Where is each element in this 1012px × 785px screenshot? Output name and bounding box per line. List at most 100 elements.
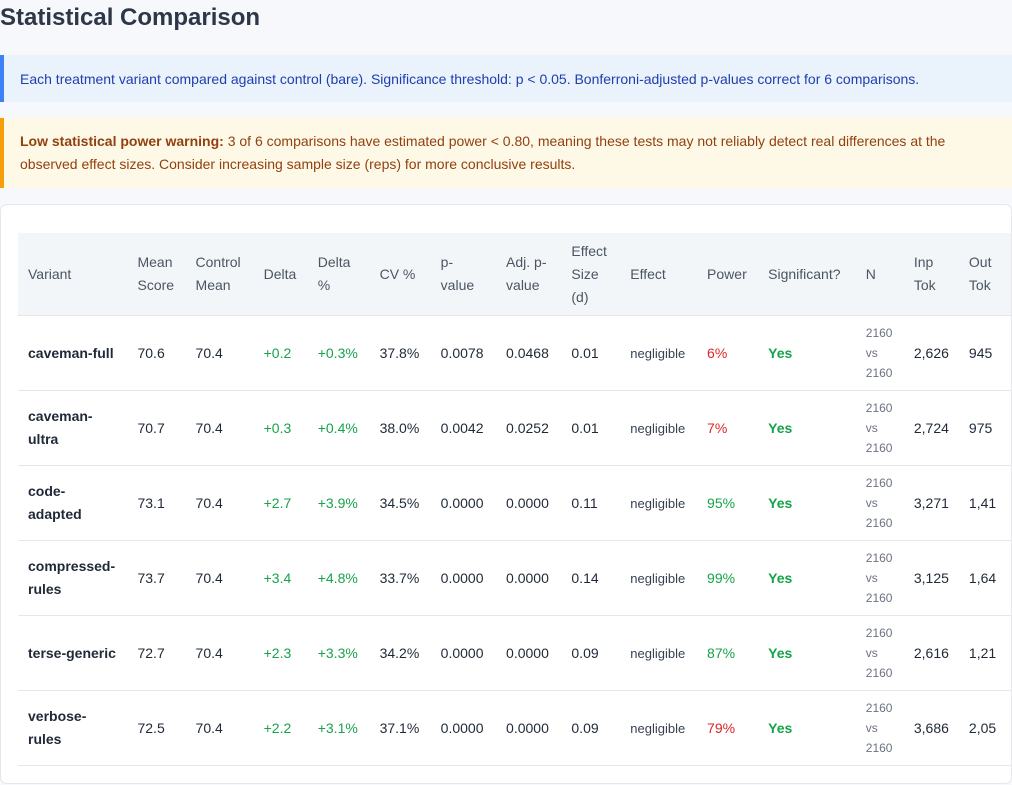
- significant-cell: Yes: [758, 390, 856, 466]
- n-b-text: 2160: [865, 366, 893, 380]
- table-row: compressed-rules 73.7 70.4 +3.4 +4.8% 33.7% 0.…: [18, 540, 1011, 616]
- inp-tok-cell: 3,271: [903, 465, 959, 541]
- effect-size-cell: 0.01: [561, 390, 621, 466]
- n-vs-text: vs: [865, 721, 878, 735]
- delta-pct-cell: +0.3%: [307, 315, 370, 391]
- inp-tok-cell: 3,686: [903, 690, 959, 766]
- p-value-cell: 0.0000: [430, 690, 497, 766]
- effect-size-cell: 0.09: [561, 615, 621, 691]
- cv-cell: 37.1%: [369, 690, 431, 766]
- out-tok-cell: 1,64: [958, 540, 1011, 616]
- delta-cell: +0.2: [253, 315, 308, 391]
- p-value-cell: 0.0078: [430, 315, 497, 391]
- power-cell: 6%: [697, 315, 759, 391]
- effect-cell: negligible: [620, 540, 698, 616]
- table-row: caveman-ultra 70.7 70.4 +0.3 +0.4% 38.0% 0.004…: [18, 390, 1011, 466]
- adj-p-value-cell: 0.0000: [496, 540, 562, 616]
- comparison-card: Variant Mean Score Control Mean Delta De…: [0, 204, 1012, 784]
- header-power[interactable]: Power: [697, 233, 759, 316]
- mean-score-cell: 72.5: [127, 690, 186, 766]
- effect-cell: negligible: [620, 690, 698, 766]
- n-vs-text: vs: [865, 646, 878, 660]
- n-b-text: 2160: [865, 591, 893, 605]
- header-n[interactable]: N: [855, 233, 904, 316]
- delta-pct-cell: +3.9%: [307, 465, 370, 541]
- cv-cell: 34.5%: [369, 465, 431, 541]
- delta-cell: +0.3: [253, 390, 308, 466]
- adj-p-value-cell: 0.0468: [496, 315, 562, 391]
- table-header-row: Variant Mean Score Control Mean Delta De…: [18, 233, 1011, 316]
- n-cell: 2160 vs 2160: [855, 315, 904, 391]
- header-p-value[interactable]: p-value: [430, 233, 497, 316]
- effect-size-cell: 0.11: [561, 465, 621, 541]
- out-tok-cell: 945: [958, 315, 1011, 391]
- effect-cell: negligible: [620, 390, 698, 466]
- control-mean-cell: 70.4: [185, 690, 254, 766]
- inp-tok-cell: 2,616: [903, 615, 959, 691]
- delta-pct-cell: +3.1%: [307, 690, 370, 766]
- header-inp-tok[interactable]: Inp Tok: [903, 233, 959, 316]
- n-cell: 2160 vs 2160: [855, 540, 904, 616]
- significant-cell: Yes: [758, 615, 856, 691]
- variant-cell: code-adapted: [18, 465, 128, 541]
- variant-cell: caveman-full: [18, 315, 128, 391]
- adj-p-value-cell: 0.0000: [496, 690, 562, 766]
- n-b-text: 2160: [865, 441, 893, 455]
- power-cell: 79%: [697, 690, 759, 766]
- n-a-text: 2160: [865, 476, 893, 490]
- header-delta-pct[interactable]: Delta %: [307, 233, 370, 316]
- warning-label: Low statistical power warning:: [20, 133, 224, 149]
- n-cell: 2160 vs 2160: [855, 390, 904, 466]
- mean-score-cell: 70.7: [127, 390, 186, 466]
- page-title: Statistical Comparison: [0, 4, 261, 31]
- variant-cell: caveman-ultra: [18, 390, 128, 466]
- header-significant[interactable]: Significant?: [758, 233, 856, 316]
- delta-cell: +2.3: [253, 615, 308, 691]
- header-delta[interactable]: Delta: [253, 233, 308, 316]
- effect-size-cell: 0.14: [561, 540, 621, 616]
- control-mean-cell: 70.4: [185, 615, 254, 691]
- n-vs-text: vs: [865, 346, 878, 360]
- cv-cell: 37.8%: [369, 315, 431, 391]
- effect-size-cell: 0.09: [561, 690, 621, 766]
- header-cv[interactable]: CV %: [369, 233, 431, 316]
- table-row: code-adapted 73.1 70.4 +2.7 +3.9% 34.5% 0.0000…: [18, 465, 1011, 541]
- power-cell: 95%: [697, 465, 759, 541]
- header-adj-p[interactable]: Adj. p-value: [496, 233, 562, 316]
- n-b-text: 2160: [865, 516, 893, 530]
- delta-cell: +3.4: [253, 540, 308, 616]
- power-cell: 7%: [697, 390, 759, 466]
- header-mean-score[interactable]: Mean Score: [127, 233, 186, 316]
- power-cell: 99%: [697, 540, 759, 616]
- n-a-text: 2160: [865, 701, 893, 715]
- header-variant[interactable]: Variant: [18, 233, 128, 316]
- cv-cell: 38.0%: [369, 390, 431, 466]
- p-value-cell: 0.0000: [430, 465, 497, 541]
- p-value-cell: 0.0042: [430, 390, 497, 466]
- mean-score-cell: 70.6: [127, 315, 186, 391]
- out-tok-cell: 1,21: [958, 615, 1011, 691]
- table-row: terse-generic 72.7 70.4 +2.3 +3.3% 34.2% 0.000…: [18, 615, 1011, 691]
- header-out-tok[interactable]: Out Tok: [958, 233, 1011, 316]
- header-control-mean[interactable]: Control Mean: [185, 233, 254, 316]
- mean-score-cell: 73.1: [127, 465, 186, 541]
- delta-cell: +2.2: [253, 690, 308, 766]
- header-effect-size[interactable]: Effect Size (d): [561, 233, 621, 316]
- variant-cell: verbose-rules: [18, 690, 128, 766]
- p-value-cell: 0.0000: [430, 615, 497, 691]
- n-vs-text: vs: [865, 571, 878, 585]
- adj-p-value-cell: 0.0000: [496, 615, 562, 691]
- delta-pct-cell: +3.3%: [307, 615, 370, 691]
- significant-cell: Yes: [758, 690, 856, 766]
- n-cell: 2160 vs 2160: [855, 615, 904, 691]
- n-vs-text: vs: [865, 421, 878, 435]
- effect-cell: negligible: [620, 465, 698, 541]
- cv-cell: 33.7%: [369, 540, 431, 616]
- n-a-text: 2160: [865, 626, 893, 640]
- delta-pct-cell: +0.4%: [307, 390, 370, 466]
- out-tok-cell: 975: [958, 390, 1011, 466]
- table-row: caveman-full 70.6 70.4 +0.2 +0.3% 37.8% 0.0078…: [18, 315, 1011, 391]
- header-effect[interactable]: Effect: [620, 233, 698, 316]
- control-mean-cell: 70.4: [185, 315, 254, 391]
- n-vs-text: vs: [865, 496, 878, 510]
